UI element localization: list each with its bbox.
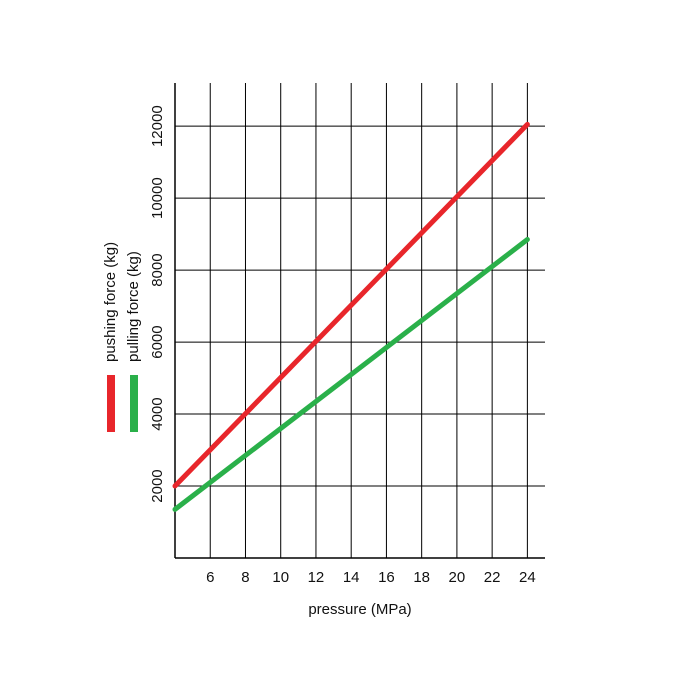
x-tick-label: 12 [308,569,325,586]
x-tick-label: 18 [413,569,430,586]
x-tick-label: 24 [519,569,536,586]
x-tick-label: 16 [378,569,395,586]
legend-label: pulling force (kg) [125,251,142,362]
x-tick-label: 20 [449,569,466,586]
y-tick-label: 4000 [149,397,166,430]
x-axis-label: pressure (MPa) [308,601,411,618]
series-line [172,237,530,512]
x-tick-label: 22 [484,569,501,586]
x-tick-label: 8 [241,569,249,586]
x-tick-label: 6 [206,569,214,586]
y-tick-label: 2000 [149,469,166,502]
x-tick-label: 10 [272,569,289,586]
legend-label: pushing force (kg) [102,242,119,362]
y-tick-label: 12000 [149,105,166,147]
legend-swatch [107,375,115,432]
x-tick-label: 14 [343,569,360,586]
y-tick-label: 8000 [149,253,166,286]
series-line [172,121,530,489]
y-tick-label: 6000 [149,325,166,358]
y-tick-label: 10000 [149,177,166,219]
legend-swatch [130,375,138,432]
